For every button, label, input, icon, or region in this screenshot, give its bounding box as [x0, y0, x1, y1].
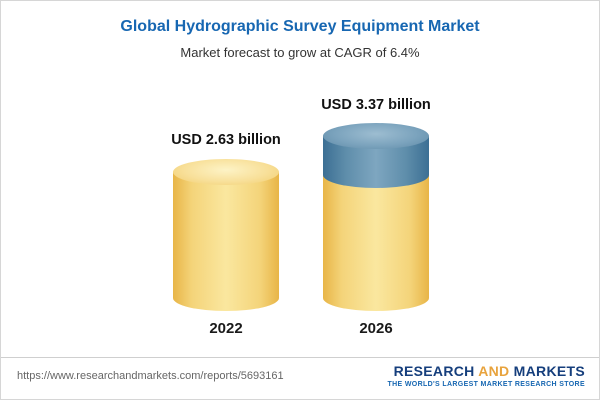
chart-subtitle: Market forecast to grow at CAGR of 6.4% [180, 45, 420, 60]
logo-wordmark: RESEARCH AND MARKETS [387, 363, 585, 379]
bar-2022-body [173, 172, 279, 311]
x-axis-label-2026: 2026 [359, 320, 393, 337]
bar-2026-cylinder [323, 123, 429, 311]
value-label-2022: USD 2.63 billion [171, 132, 281, 148]
bar-2026-top-ellipse [323, 123, 429, 149]
value-label-2026: USD 3.37 billion [321, 97, 431, 113]
logo-tagline: THE WORLD'S LARGEST MARKET RESEARCH STOR… [387, 381, 585, 388]
chart-title: Global Hydrographic Survey Equipment Mar… [120, 18, 480, 35]
logo-word-and: AND [478, 363, 510, 379]
bar-2022-cylinder [173, 159, 279, 311]
footer-divider [1, 357, 599, 358]
bar-2022-top-ellipse [173, 159, 279, 185]
bar-2026-base-segment [323, 173, 429, 311]
logo-word-research: RESEARCH [393, 363, 475, 379]
x-axis-label-2022: 2022 [209, 320, 243, 337]
researchandmarkets-logo: RESEARCH AND MARKETS THE WORLD'S LARGEST… [387, 363, 585, 388]
logo-word-markets: MARKETS [513, 363, 585, 379]
report-url: https://www.researchandmarkets.com/repor… [17, 370, 284, 382]
